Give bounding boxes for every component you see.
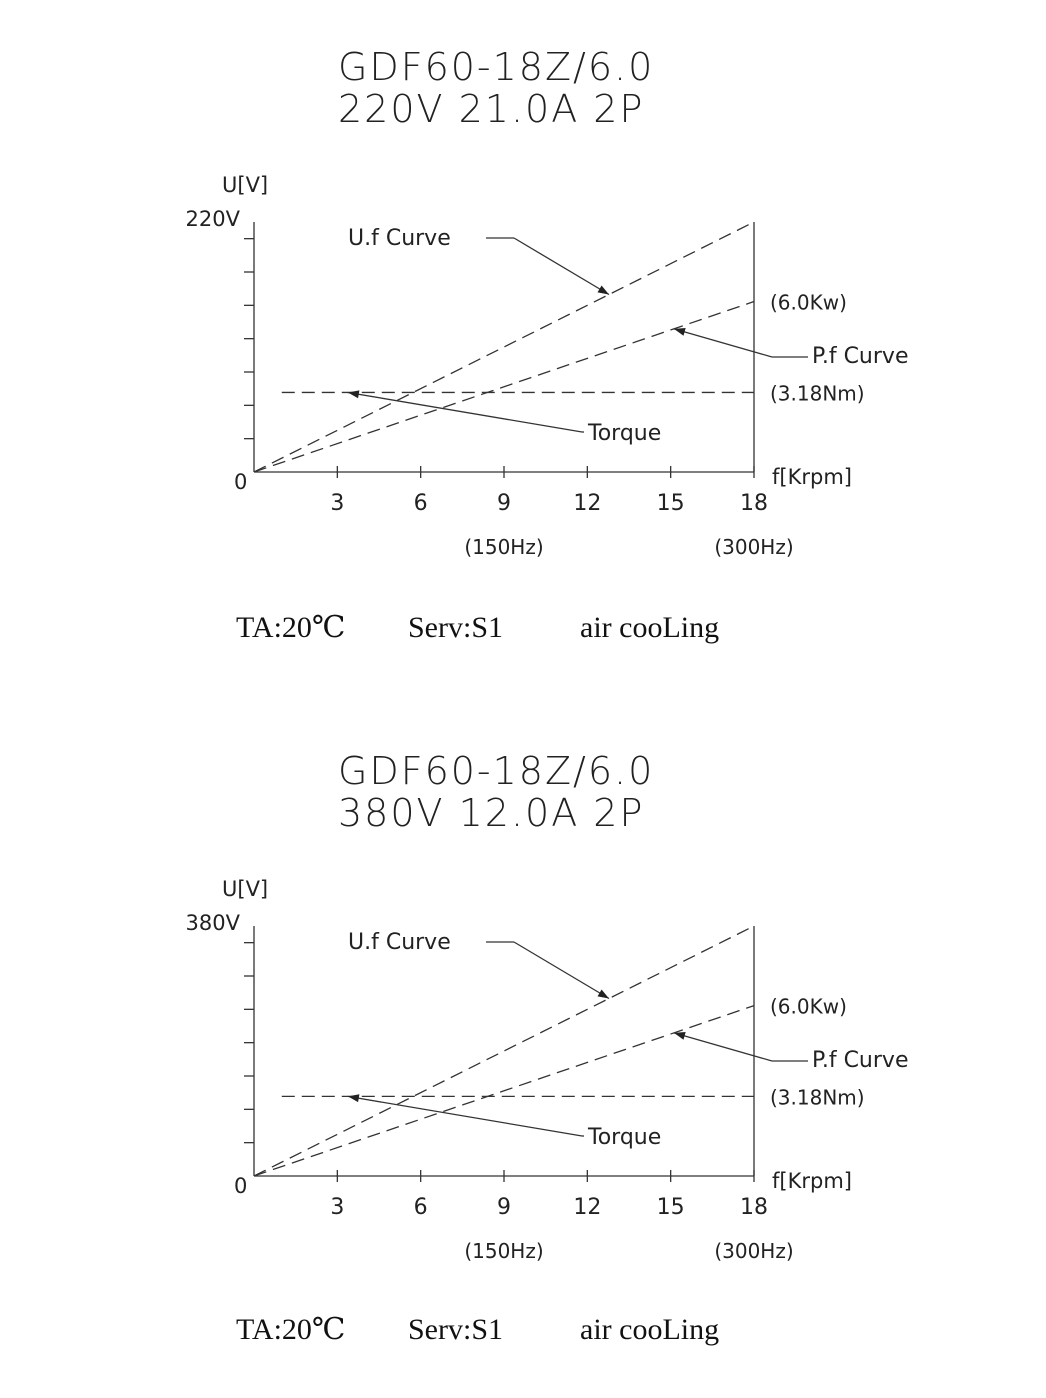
chart-subtitle: 380V 12.0A 2P [338,791,645,835]
origin-label: 0 [234,470,247,494]
annotation-leader [347,1095,583,1137]
series-end-label: (6.0Kw) [770,291,847,315]
x-tick-label: 15 [657,1195,685,1220]
y-max-label: 220V [186,207,241,231]
x-tick-label: 18 [740,1195,768,1220]
origin-label: 0 [234,1174,247,1198]
series-end-label: (6.0Kw) [770,995,847,1019]
series-end-label: (3.18Nm) [770,1085,865,1109]
series-line [253,300,755,473]
y-axis-label: U[V] [222,877,268,901]
chart-title-block: GDF60-18Z/6.0 220V 21.0A 2P [338,46,654,130]
frequency-label: (150Hz) [464,1239,543,1263]
footer-service-duty: Serv:S1 [408,611,504,644]
chart-subtitle: 220V 21.0A 2P [338,87,645,131]
chart-panel-380v: GDF60-18Z/6.0 380V 12.0A 2P 3 6 9 12 15 18 (15… [0,704,1046,1398]
footer-ambient-temperature: TA:20℃ [236,1313,346,1346]
x-tick-label: 12 [573,491,601,516]
annotation-arrowhead [674,328,686,336]
x-tick-label: 9 [497,1195,511,1220]
footer-cooling: air cooLing [580,1313,720,1346]
frequency-label: (150Hz) [464,535,543,559]
footer-service-duty: Serv:S1 [408,1313,504,1346]
footer-cooling: air cooLing [580,611,720,644]
chart-title: GDF60-18Z/6.0 [338,749,655,793]
annotation-arrowhead [347,390,360,399]
series-annotation-label: P.f Curve [812,1048,908,1073]
footer-ambient-temperature: TA:20℃ [236,611,346,644]
annotation-leader [347,391,583,433]
chart-title-block: GDF60-18Z/6.0 380V 12.0A 2P [338,750,654,834]
series-annotation-label: U.f Curve [348,930,451,955]
series-annotation-label: U.f Curve [348,226,451,251]
x-tick-label: 18 [740,491,768,516]
annotation-leader [673,328,773,358]
chart-footer: TA:20℃ Serv:S1 air cooLing [236,610,719,645]
y-axis-label: U[V] [222,173,268,197]
annotation-arrowhead [597,285,609,295]
annotation-leader [513,237,610,296]
chart-panel-220v: GDF60-18Z/6.0 220V 21.0A 2P 3 6 9 12 15 18 (15… [186,46,909,645]
x-tick-label: 9 [497,491,511,516]
x-tick-label: 6 [414,491,428,516]
x-tick-label: 6 [414,1195,428,1220]
series-end-label: (3.18Nm) [770,381,865,405]
series-line [253,1004,755,1177]
series-line [253,221,755,473]
x-axis-label: f[Krpm] [772,1169,852,1193]
chart-plot: 3 6 9 12 15 18 (150Hz) (300Hz) U[V] 380V 0 f[Krpm] (… [186,877,909,1263]
series-line [253,925,755,1177]
x-tick-label: 12 [573,1195,601,1220]
annotation-arrowhead [347,1094,360,1103]
frequency-label: (300Hz) [714,1239,793,1263]
chart-title: GDF60-18Z/6.0 [338,45,655,89]
x-tick-label: 3 [330,1195,344,1220]
y-max-label: 380V [186,911,241,935]
chart-footer: TA:20℃ Serv:S1 air cooLing [236,1312,719,1347]
annotation-leader [513,941,610,1000]
series-annotation-label: Torque [587,1125,661,1150]
annotation-arrowhead [674,1032,686,1040]
frequency-label: (300Hz) [714,535,793,559]
annotation-arrowhead [597,989,609,999]
series-annotation-label: Torque [587,421,661,446]
x-tick-label: 15 [657,491,685,516]
series-annotation-label: P.f Curve [812,344,908,369]
annotation-leader [673,1032,773,1062]
x-axis-label: f[Krpm] [772,465,852,489]
chart-plot: 3 6 9 12 15 18 (150Hz) (300Hz) U[V] 220V 0 f[Krpm] (… [186,173,909,559]
x-tick-label: 3 [330,491,344,516]
